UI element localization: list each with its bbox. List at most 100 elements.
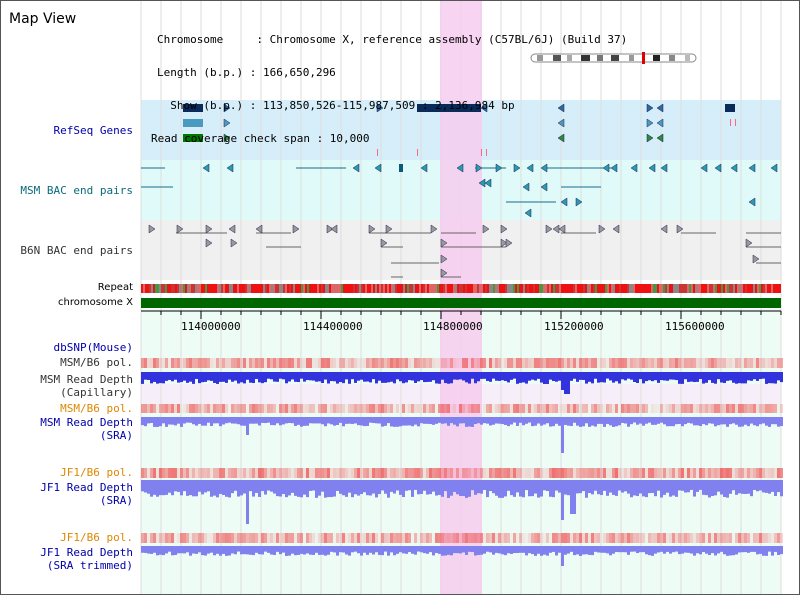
track-label-msm-bac[interactable]: MSM BAC end pairs <box>20 184 133 197</box>
pol-heat-cell <box>366 358 369 368</box>
pol-heat-cell <box>285 533 288 543</box>
read-depth-bar <box>480 546 483 555</box>
track-label-jf1-read-depth-sra[interactable]: JF1 Read Depth <box>40 481 133 494</box>
track-label-b6n-bac[interactable]: B6N BAC end pairs <box>20 244 133 257</box>
read-depth-bar <box>681 372 684 384</box>
read-depth-bar <box>309 372 312 381</box>
pol-heat-cell <box>570 358 573 368</box>
read-depth-bar <box>774 372 777 384</box>
pol-heat-cell <box>393 533 396 543</box>
read-depth-bar <box>555 546 558 556</box>
read-depth-bar <box>144 480 147 493</box>
pol-heat-cell <box>279 404 282 413</box>
track-label-jf1-read-depth-trim[interactable]: JF1 Read Depth <box>40 546 133 559</box>
repeat-segment <box>731 284 733 293</box>
pol-heat-cell <box>162 468 165 478</box>
repeat-segment <box>633 284 635 293</box>
coverage-span-line: Read coverage check span : 10,000 <box>151 132 370 145</box>
read-depth-bar <box>231 372 234 382</box>
pol-heat-cell <box>660 404 663 413</box>
repeat-segment <box>641 284 643 293</box>
pol-heat-cell <box>339 533 342 543</box>
pol-heat-cell <box>426 533 429 543</box>
pol-heat-cell <box>333 358 336 368</box>
repeat-segment <box>529 284 531 293</box>
strand-arrow <box>557 103 565 113</box>
track-label-msm-read-depth-cap[interactable]: MSM Read Depth <box>40 373 133 386</box>
repeat-segment <box>339 284 341 293</box>
read-depth-bar <box>414 546 417 555</box>
track-label-jf1-b6-pol-2[interactable]: JF1/B6 pol. <box>60 531 133 544</box>
read-depth-bar <box>222 417 225 425</box>
pol-heat-cell <box>420 404 423 413</box>
read-depth-bar <box>711 480 714 497</box>
read-depth-bar <box>243 372 246 384</box>
read-depth-bar <box>717 480 720 492</box>
axis-tick-label: 114800000 <box>423 320 483 333</box>
pol-heat-cell <box>651 533 654 543</box>
read-depth-bar <box>540 372 543 383</box>
pol-heat-cell <box>714 358 717 368</box>
read-depth-bar <box>207 546 210 554</box>
read-depth-bar <box>705 546 708 554</box>
pol-heat-cell <box>624 468 627 478</box>
read-depth-bar <box>549 546 552 553</box>
pol-heat-cell <box>483 404 486 413</box>
pol-heat-cell <box>567 358 570 368</box>
pol-heat-cell <box>417 358 420 368</box>
pol-heat-cell <box>618 533 621 543</box>
read-depth-bar <box>576 417 579 426</box>
pol-heat-cell <box>159 533 162 543</box>
track-label-jf1-b6-pol-1[interactable]: JF1/B6 pol. <box>60 466 133 479</box>
repeat-segment <box>771 284 773 293</box>
track-label-refseq[interactable]: RefSeq Genes <box>53 124 133 137</box>
read-depth-bar <box>441 546 444 556</box>
pol-heat-cell <box>198 533 201 543</box>
pol-heat-cell <box>519 468 522 478</box>
read-depth-bar <box>660 372 663 381</box>
read-depth-bar <box>486 372 489 381</box>
read-depth-bar <box>438 417 441 423</box>
repeat-segment <box>465 284 467 293</box>
repeat-segment <box>143 284 145 293</box>
read-depth-bar <box>447 546 450 555</box>
read-depth-bar <box>234 372 237 381</box>
read-depth-bar <box>177 546 180 554</box>
length-line: Length (b.p.) : 166,650,296 <box>157 66 336 79</box>
track-label-msm-b6-pol-1[interactable]: MSM/B6 pol. <box>60 356 133 369</box>
pol-heat-cell <box>525 468 528 478</box>
read-depth-bar <box>504 372 507 382</box>
read-depth-bar <box>225 417 228 424</box>
pol-heat-cell <box>648 358 651 368</box>
track-label-dbsnp[interactable]: dbSNP(Mouse) <box>53 341 133 354</box>
read-depth-bar <box>249 417 252 424</box>
pol-heat-cell <box>639 404 642 413</box>
pol-heat-cell <box>570 468 573 478</box>
read-depth-bar <box>417 417 420 427</box>
pol-heat-cell <box>642 533 645 543</box>
pol-heat-cell <box>351 404 354 413</box>
repeat-segment <box>227 284 229 293</box>
pol-heat-cell <box>615 404 618 413</box>
pol-heat-cell <box>765 404 768 413</box>
read-depth-bar <box>189 546 192 556</box>
track-label-msm-read-depth-sra[interactable]: MSM Read Depth <box>40 416 133 429</box>
pol-heat-cell <box>195 358 198 368</box>
read-depth-bar <box>297 372 300 383</box>
read-depth-bar <box>741 372 744 384</box>
repeat-segment <box>669 284 671 293</box>
pol-heat-cell <box>492 468 495 478</box>
pol-heat-cell <box>582 533 585 543</box>
read-depth-bar <box>366 480 369 496</box>
pol-heat-cell <box>210 404 213 413</box>
repeat-segment <box>425 284 427 293</box>
repeat-segment <box>765 284 767 293</box>
track-label-msm-b6-pol-2[interactable]: MSM/B6 pol. <box>60 402 133 415</box>
pol-heat-cell <box>177 404 180 413</box>
pol-heat-cell <box>411 533 414 543</box>
pol-heat-cell <box>543 358 546 368</box>
pol-heat-cell <box>426 358 429 368</box>
read-depth-bar <box>315 372 318 382</box>
repeat-segment <box>683 284 685 293</box>
